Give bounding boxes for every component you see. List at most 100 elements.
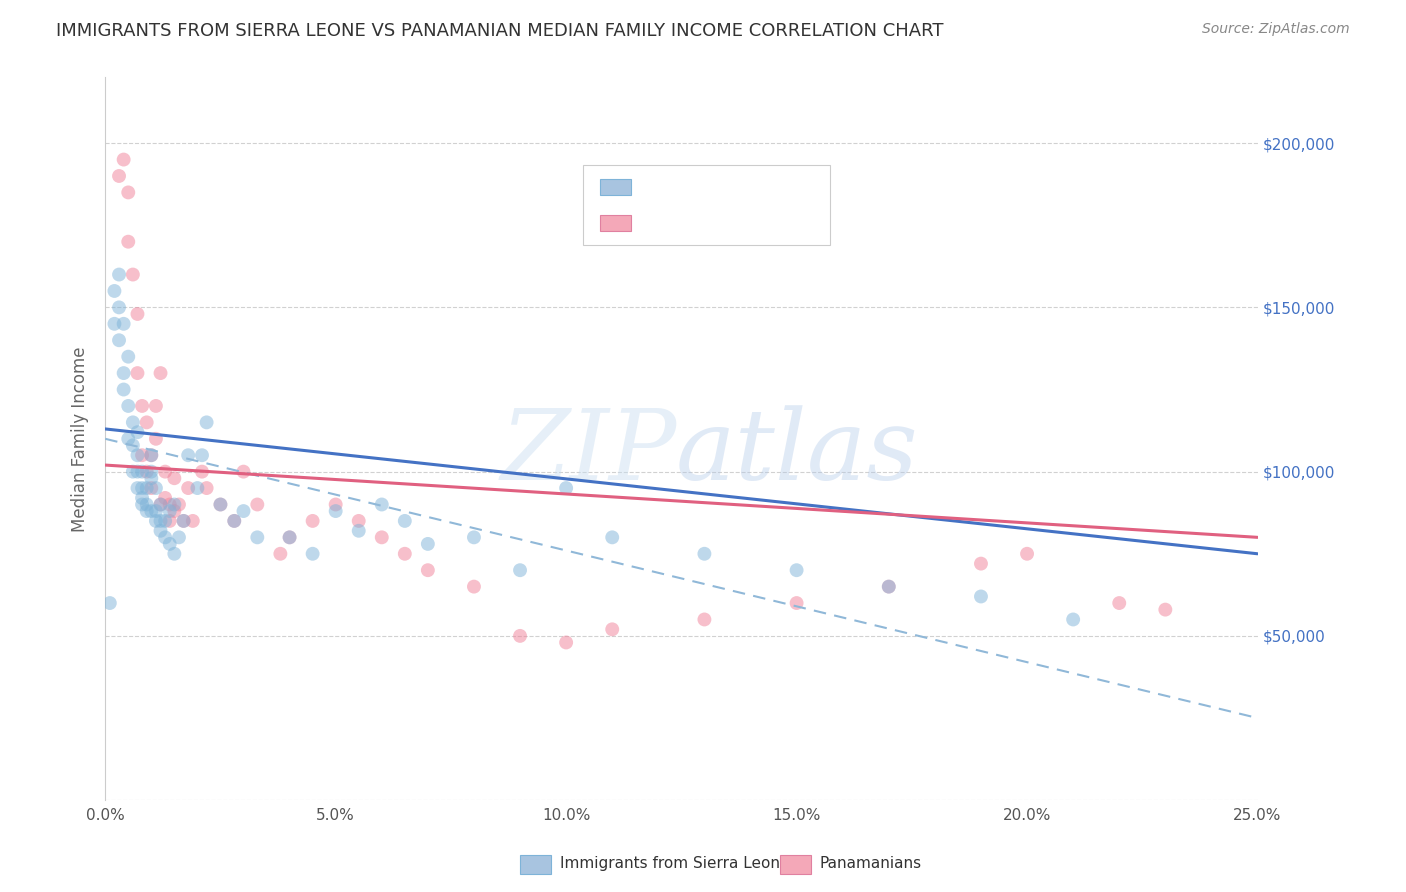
- Point: [555, 481, 578, 495]
- Point: [167, 498, 190, 512]
- Point: [301, 514, 323, 528]
- Point: [131, 498, 153, 512]
- Text: R =: R =: [643, 214, 679, 232]
- Point: [131, 491, 153, 505]
- Text: Immigrants from Sierra Leone: Immigrants from Sierra Leone: [560, 856, 789, 871]
- Point: [269, 547, 291, 561]
- Point: [163, 504, 186, 518]
- Point: [103, 317, 125, 331]
- Point: [209, 498, 232, 512]
- Point: [394, 547, 416, 561]
- Text: -0.186: -0.186: [676, 178, 735, 196]
- Point: [600, 623, 623, 637]
- Point: [163, 498, 186, 512]
- Point: [347, 524, 370, 538]
- Point: [141, 481, 163, 495]
- Point: [145, 432, 167, 446]
- Point: [177, 448, 200, 462]
- Point: [145, 481, 167, 495]
- Point: [141, 448, 163, 462]
- Point: [153, 465, 176, 479]
- Point: [224, 514, 246, 528]
- Point: [693, 612, 716, 626]
- Text: 68: 68: [776, 178, 799, 196]
- Point: [246, 498, 269, 512]
- Point: [325, 498, 347, 512]
- Point: [112, 317, 135, 331]
- Point: [117, 399, 139, 413]
- Point: [149, 498, 172, 512]
- Point: [149, 498, 172, 512]
- Point: [117, 235, 139, 249]
- Point: [278, 530, 301, 544]
- Point: [181, 514, 204, 528]
- Point: [112, 383, 135, 397]
- Point: [149, 524, 172, 538]
- Point: [224, 514, 246, 528]
- Point: [177, 481, 200, 495]
- Point: [153, 530, 176, 544]
- Point: [141, 448, 163, 462]
- Point: [122, 465, 145, 479]
- Point: [371, 498, 394, 512]
- Point: [135, 465, 157, 479]
- Point: [159, 537, 181, 551]
- Text: ZIP: ZIP: [501, 406, 678, 501]
- Point: [191, 465, 214, 479]
- Point: [145, 399, 167, 413]
- Point: [112, 153, 135, 167]
- Point: [1154, 602, 1177, 616]
- Point: [209, 498, 232, 512]
- Text: atlas: atlas: [675, 406, 918, 501]
- Point: [98, 596, 121, 610]
- Point: [153, 514, 176, 528]
- Point: [127, 425, 149, 440]
- Point: [1062, 612, 1084, 626]
- Point: [786, 563, 808, 577]
- Point: [122, 438, 145, 452]
- Point: [127, 465, 149, 479]
- Point: [246, 530, 269, 544]
- Point: [301, 547, 323, 561]
- Point: [877, 580, 900, 594]
- Point: [131, 448, 153, 462]
- Point: [186, 481, 208, 495]
- Point: [159, 514, 181, 528]
- Point: [970, 590, 993, 604]
- Point: [135, 416, 157, 430]
- Point: [108, 333, 131, 347]
- Point: [970, 557, 993, 571]
- Text: IMMIGRANTS FROM SIERRA LEONE VS PANAMANIAN MEDIAN FAMILY INCOME CORRELATION CHAR: IMMIGRANTS FROM SIERRA LEONE VS PANAMANI…: [56, 22, 943, 40]
- Point: [145, 514, 167, 528]
- Point: [232, 504, 254, 518]
- Point: [173, 514, 195, 528]
- Point: [127, 366, 149, 380]
- Point: [509, 629, 531, 643]
- Point: [117, 186, 139, 200]
- Point: [141, 504, 163, 518]
- Point: [153, 491, 176, 505]
- Text: N =: N =: [730, 178, 778, 196]
- Point: [112, 366, 135, 380]
- Point: [127, 307, 149, 321]
- Point: [191, 448, 214, 462]
- Point: [163, 547, 186, 561]
- Point: [149, 514, 172, 528]
- Point: [159, 498, 181, 512]
- Point: [416, 563, 439, 577]
- Text: 52: 52: [776, 214, 799, 232]
- Point: [371, 530, 394, 544]
- Point: [173, 514, 195, 528]
- Point: [786, 596, 808, 610]
- Point: [141, 465, 163, 479]
- Point: [131, 399, 153, 413]
- Point: [195, 481, 218, 495]
- Point: [195, 416, 218, 430]
- Point: [232, 465, 254, 479]
- Point: [347, 514, 370, 528]
- Point: [122, 416, 145, 430]
- Point: [509, 563, 531, 577]
- Point: [463, 580, 485, 594]
- Point: [145, 504, 167, 518]
- Point: [416, 537, 439, 551]
